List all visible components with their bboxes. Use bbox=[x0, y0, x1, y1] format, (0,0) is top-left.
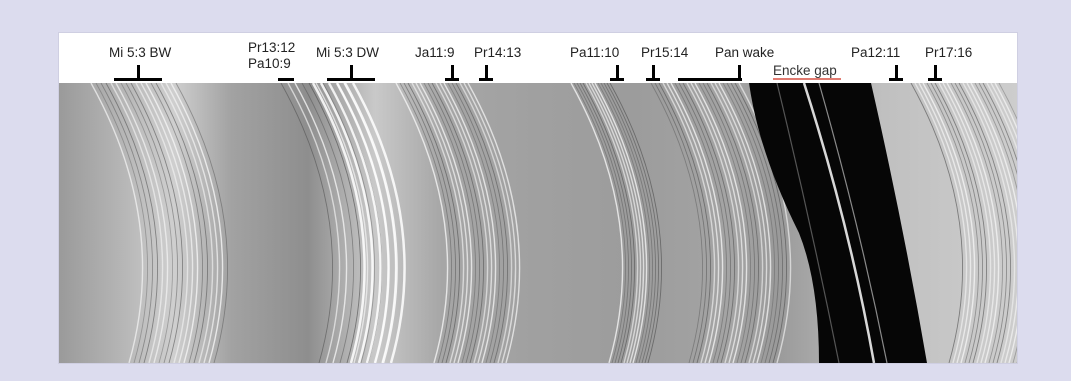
marker-bar-pr1312 bbox=[278, 78, 294, 81]
label-pa109: Pa10:9 bbox=[248, 56, 291, 71]
marker-bar-panwake bbox=[678, 78, 742, 81]
label-pr1413: Pr14:13 bbox=[474, 45, 522, 60]
label-mi53bw: Mi 5:3 BW bbox=[109, 45, 172, 60]
marker-tick-mi53bw bbox=[137, 65, 140, 80]
label-pa1211: Pa12:11 bbox=[851, 45, 901, 60]
marker-tick-panwake bbox=[738, 65, 741, 80]
label-panwake: Pan wake bbox=[715, 45, 775, 60]
label-pr1716: Pr17:16 bbox=[925, 45, 973, 60]
figure-frame: Mi 5:3 BW Pr13:12 Pa10:9 Mi 5:3 DW Ja11:… bbox=[58, 32, 1018, 364]
resonance-label-strip: Mi 5:3 BW Pr13:12 Pa10:9 Mi 5:3 DW Ja11:… bbox=[59, 33, 1017, 83]
marker-tick-ja119 bbox=[451, 65, 454, 80]
marker-tick-pr1716 bbox=[934, 65, 937, 80]
saturn-rings-image bbox=[59, 83, 1017, 363]
marker-tick-pr1413 bbox=[485, 65, 488, 80]
marker-tick-pa1110 bbox=[616, 65, 619, 80]
marker-tick-pa1211 bbox=[895, 65, 898, 80]
label-pr1514: Pr15:14 bbox=[641, 45, 689, 60]
encke-gap-underline bbox=[773, 78, 841, 80]
label-enckegap: Encke gap bbox=[773, 63, 837, 78]
label-pr1312: Pr13:12 bbox=[248, 40, 296, 55]
marker-tick-pr1514 bbox=[652, 65, 655, 80]
marker-tick-mi53dw bbox=[350, 65, 353, 80]
label-mi53dw: Mi 5:3 DW bbox=[316, 45, 380, 60]
label-pa1110: Pa11:10 bbox=[570, 45, 620, 60]
label-ja119: Ja11:9 bbox=[415, 45, 455, 60]
